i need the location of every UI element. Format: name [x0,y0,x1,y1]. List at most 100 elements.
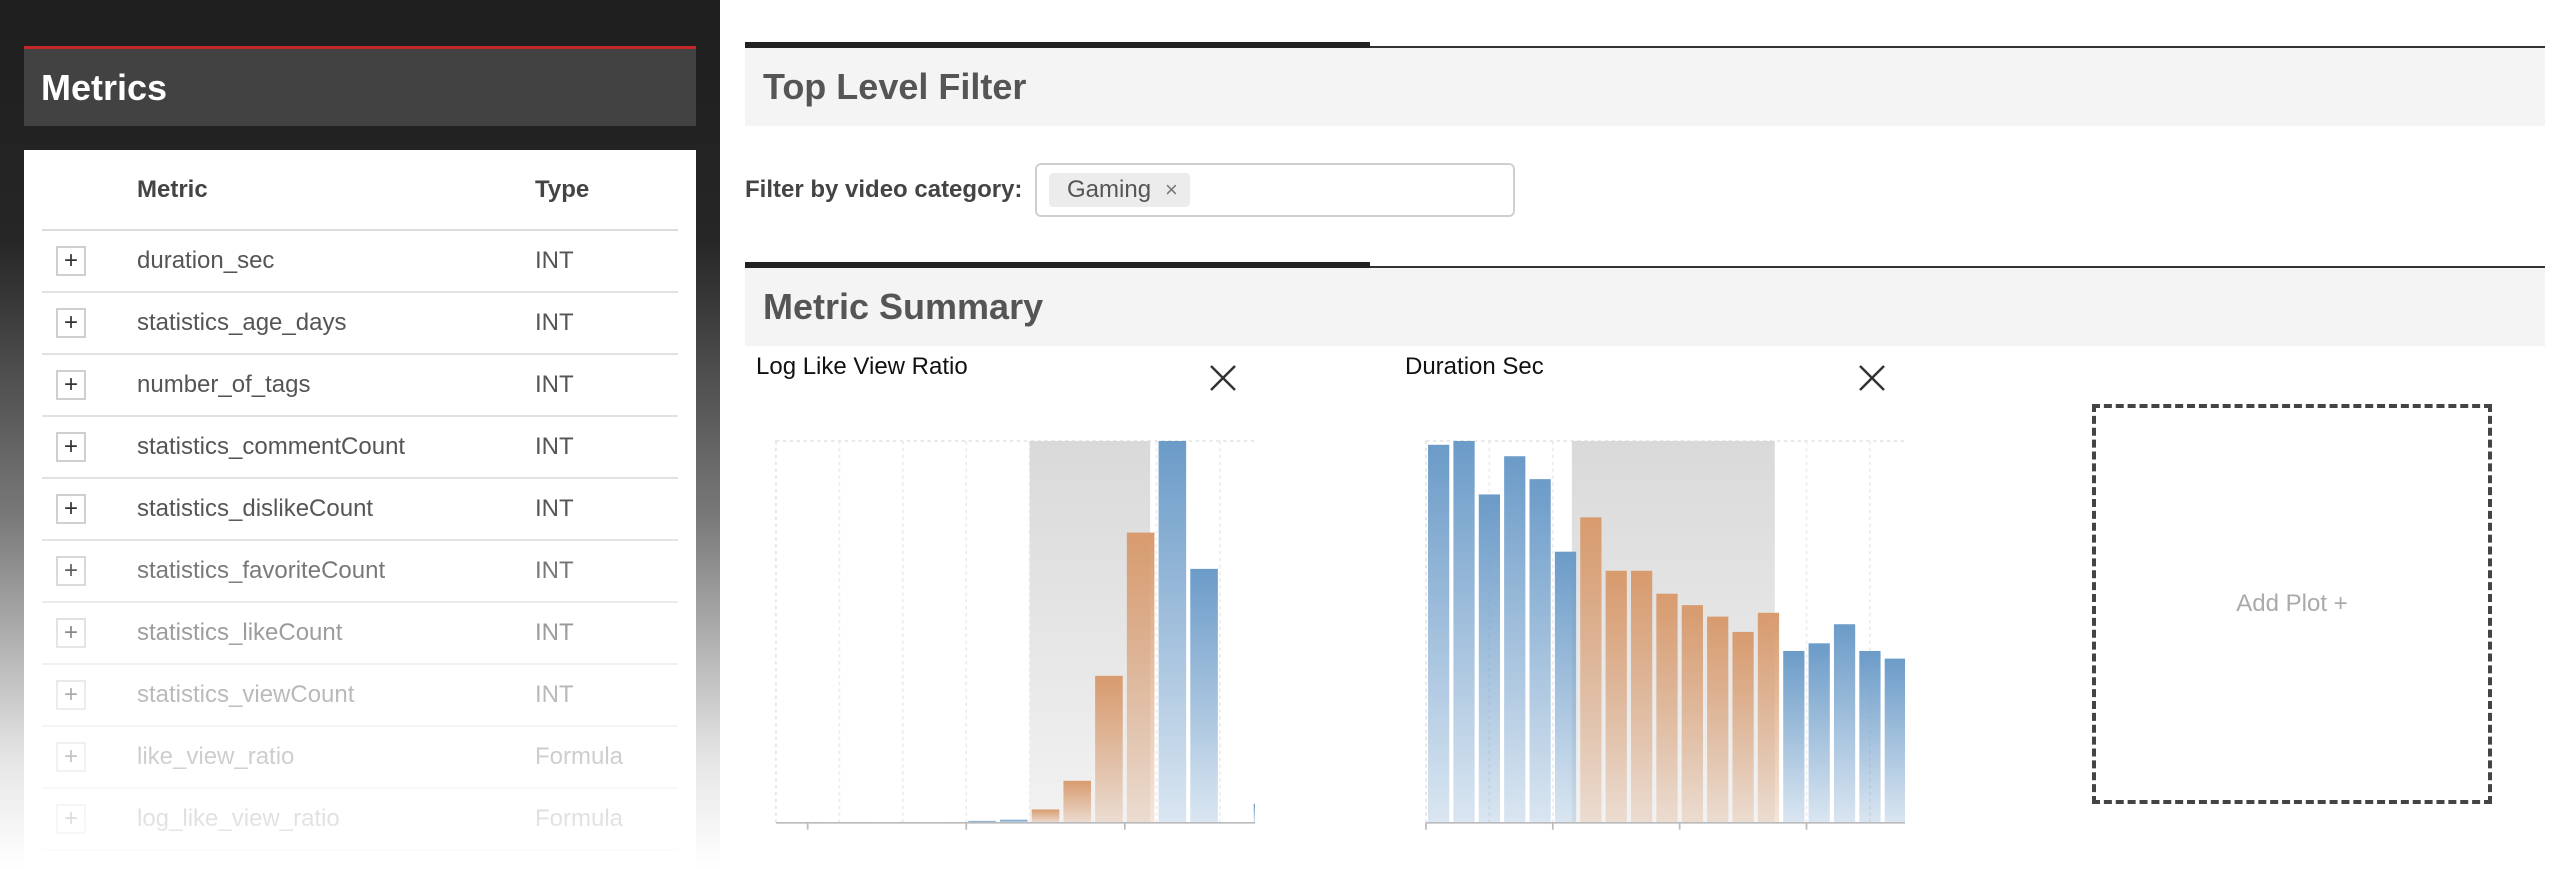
histogram-bar-selected [1063,780,1092,823]
histogram-bar-selected [1681,605,1703,823]
add-cell: + [42,354,137,417]
metric-row: + like_view_ratio Formula [42,726,678,789]
metric-row: + statistics_age_days INT [42,292,678,355]
add-cell: + [42,540,137,603]
metric-type: Formula [535,726,678,789]
histogram-bar [1428,444,1450,823]
add-metric-button[interactable]: + [56,556,86,586]
metric-name: statistics_viewCount [137,664,535,727]
filter-label: Filter by video category: [745,176,1023,203]
metric-type: INT [535,540,678,603]
metric-type: INT [535,478,678,541]
histogram-bar-selected [1580,517,1602,823]
add-cell: + [42,726,137,789]
add-cell: + [42,416,137,479]
close-plot-1-icon[interactable] [1208,363,1238,393]
histogram-bar [1884,658,1905,823]
histogram-bar [1783,650,1805,823]
metric-row: + statistics_viewCount INT [42,664,678,727]
add-plot-button[interactable]: Add Plot + [2092,404,2492,804]
metric-name: statistics_dislikeCount [137,478,535,541]
histogram-bar [1554,551,1577,823]
metrics-sidebar: Metrics Metric Type + duration_sec INT + sta… [0,0,720,869]
histogram-bar [1833,624,1856,823]
add-column-header [42,150,137,231]
metric-summary-rule [745,262,2545,269]
histogram-bar-selected [1630,570,1653,823]
metric-type: INT [535,230,678,293]
metric-name: log_like_view_ratio [137,788,535,851]
histogram-bar-selected [1031,809,1060,823]
add-cell: + [42,602,137,665]
add-cell: + [42,478,137,541]
metric-name: statistics_favoriteCount [137,540,535,603]
metric-row: + statistics_likeCount INT [42,602,678,665]
metric-name: statistics_age_days [137,292,535,355]
metric-row: + statistics_dislikeCount INT [42,478,678,541]
metric-name: duration_sec [137,230,535,293]
metric-name: like_view_ratio [137,726,535,789]
histogram-bar [1253,803,1255,823]
add-metric-button[interactable]: + [56,432,86,462]
add-metric-button[interactable]: + [56,308,86,338]
histogram-bar-selected [1707,616,1729,823]
histogram-bar [1478,494,1501,823]
category-chip: Gaming × [1049,173,1190,207]
histogram-bar-selected [1656,593,1678,823]
histogram-bar [1453,440,1475,823]
add-plot-label: Add Plot + [2236,590,2348,617]
histogram-bar [968,820,996,823]
histogram-bar [1504,456,1526,823]
metric-row: + log_like_view_ratio Formula [42,788,678,851]
metric-row: + statistics_favoriteCount INT [42,540,678,603]
metric-type: Formula [535,788,678,851]
histogram-bar [1000,819,1028,823]
histogram-bar-selected [1605,570,1627,823]
histogram-bar-selected [1757,612,1780,823]
metric-type: INT [535,292,678,355]
metrics-table: Metric Type + duration_sec INT + statistics_… [42,150,678,851]
histogram-bar [1190,568,1218,823]
add-metric-button[interactable]: + [56,804,86,834]
metric-row: + number_of_tags INT [42,354,678,417]
metric-type: INT [535,602,678,665]
metric-summary-title: Metric Summary [763,286,1044,327]
top-filter-header: Top Level Filter [745,48,2545,126]
add-cell: + [42,230,137,293]
metric-type: INT [535,416,678,479]
histogram-bar [1859,650,1881,823]
add-metric-button[interactable]: + [56,742,86,772]
chip-remove-icon[interactable]: × [1165,177,1178,202]
metric-name: statistics_commentCount [137,416,535,479]
add-cell: + [42,664,137,727]
metrics-panel-header: Metrics [24,46,696,126]
add-metric-button[interactable]: + [56,680,86,710]
top-filter-title: Top Level Filter [763,66,1027,107]
metric-row: + duration_sec INT [42,230,678,293]
category-filter-input[interactable]: Gaming × [1035,163,1515,217]
histogram-bar-selected [1095,675,1123,823]
close-plot-2-icon[interactable] [1857,363,1887,393]
log-like-view-ratio-histogram[interactable]: -15-10-50 [745,410,1255,830]
add-metric-button[interactable]: + [56,494,86,524]
top-filter-rule [745,42,2545,49]
metric-type: INT [535,354,678,417]
add-metric-button[interactable]: + [56,618,86,648]
metrics-card: Metric Type + duration_sec INT + statistics_… [24,150,696,869]
metrics-table-header: Metric Type [42,150,678,231]
plot-title-duration-sec: Duration Sec [1405,353,1544,380]
histogram-bar-selected [1732,631,1754,823]
add-metric-button[interactable]: + [56,246,86,276]
add-metric-button[interactable]: + [56,370,86,400]
histogram-bar-selected [1126,532,1155,823]
metric-name: statistics_likeCount [137,602,535,665]
metrics-panel-title: Metrics [41,67,168,108]
metric-summary-header: Metric Summary [745,268,2545,346]
metric-column-header: Metric [137,150,535,231]
type-column-header: Type [535,150,678,231]
plot-title-log-like-view-ratio: Log Like View Ratio [756,353,968,380]
add-cell: + [42,788,137,851]
metric-type: INT [535,664,678,727]
category-chip-label: Gaming [1067,176,1152,203]
duration-sec-histogram[interactable]: 100200300400500 [1395,410,1905,830]
